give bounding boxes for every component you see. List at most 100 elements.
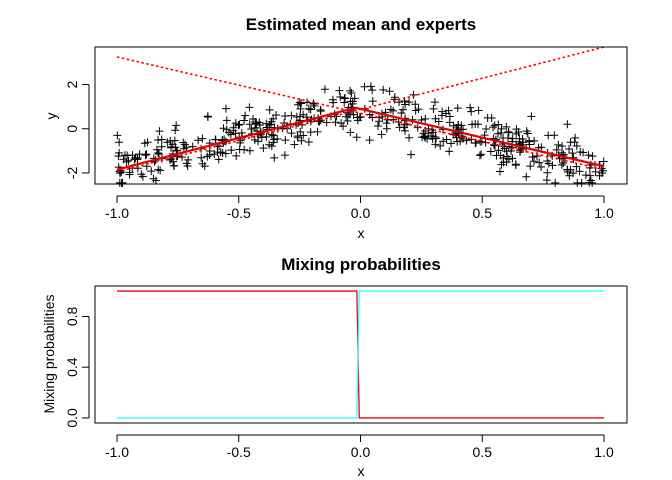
scatter-point: [411, 100, 420, 109]
scatter-point: [466, 103, 475, 112]
scatter-point: [154, 150, 163, 159]
scatter-point: [445, 118, 454, 127]
scatter-point: [290, 140, 299, 149]
scatter-point: [346, 128, 355, 137]
scatter-point: [490, 121, 499, 130]
scatter-point: [445, 147, 454, 156]
scatter-point: [559, 158, 568, 167]
plot-frame: [94, 46, 628, 185]
scatter-point: [482, 124, 491, 133]
scatter-point: [439, 137, 448, 146]
scatter-point: [528, 153, 537, 162]
scatter-point: [152, 145, 161, 154]
x-tick-label: 1.0: [594, 444, 614, 460]
scatter-point: [468, 120, 477, 129]
scatter-point: [508, 134, 517, 143]
scatter-point: [287, 129, 296, 138]
y-tick-label: 0: [64, 125, 80, 133]
scatter-point: [172, 121, 181, 130]
scatter-point: [179, 138, 188, 147]
x-tick-label: 0.0: [351, 205, 371, 221]
scatter-point: [586, 171, 595, 180]
scatter-point: [429, 104, 438, 113]
scatter-point: [133, 154, 142, 163]
scatter-point: [295, 98, 304, 107]
scatter-point: [346, 86, 355, 95]
scatter-point: [442, 135, 451, 144]
scatter-point: [240, 145, 249, 154]
scatter-point: [156, 166, 165, 175]
scatter-point: [313, 127, 322, 136]
scatter-point: [535, 158, 544, 167]
scatter-point: [265, 140, 274, 149]
scatter-point: [142, 150, 151, 159]
scatter-point: [245, 146, 254, 155]
scatter-point: [530, 136, 539, 145]
scatter-point: [570, 138, 579, 147]
x-axis: -1.0 -0.5 0.0 0.5 1.0: [105, 195, 614, 221]
scatter-point: [554, 140, 563, 149]
scatter-point: [280, 151, 289, 160]
x-tick-label: -0.5: [227, 444, 251, 460]
scatter-point: [449, 121, 458, 130]
scatter-point: [184, 155, 193, 164]
scatter-point: [467, 107, 476, 116]
scatter-point: [414, 105, 423, 114]
scatter-point: [530, 157, 539, 166]
scatter-point: [125, 168, 134, 177]
scatter-point: [197, 153, 206, 162]
scatter-point: [265, 105, 274, 114]
scatter-point: [200, 162, 209, 171]
scatter-point: [572, 141, 581, 150]
scatter-point: [399, 105, 408, 114]
scatter-point: [495, 167, 504, 176]
scatter-point: [552, 145, 561, 154]
x-tick-label: 1.0: [594, 205, 614, 221]
scatter-point: [503, 133, 512, 142]
scatter-point: [141, 151, 150, 160]
scatter-point: [256, 121, 265, 130]
scatter-point: [502, 122, 511, 131]
scatter-point: [180, 140, 189, 149]
scatter-point: [591, 167, 600, 176]
scatter-point: [210, 150, 219, 159]
scatter-point: [352, 133, 361, 142]
scatter-point: [219, 124, 228, 133]
scatter-point: [368, 86, 377, 95]
scatter-point: [166, 156, 175, 165]
scatter-point: [390, 95, 399, 104]
scatter-point: [213, 148, 222, 157]
scatter-point: [118, 178, 127, 187]
scatter-point: [571, 133, 580, 142]
scatter-point: [586, 176, 595, 185]
scatter-point: [522, 172, 531, 181]
scatter-point: [493, 129, 502, 138]
scatter-point: [329, 98, 338, 107]
chart-title: Estimated mean and experts: [246, 15, 477, 34]
scatter-point: [245, 103, 254, 112]
scatter-point: [519, 138, 528, 147]
scatter-point: [240, 116, 249, 125]
x-axis-label: x: [358, 225, 365, 241]
scatter-point: [434, 117, 443, 126]
scatter-point: [302, 98, 311, 107]
scatter-point: [235, 120, 244, 129]
scatter-point: [267, 130, 276, 139]
scatter-point: [497, 160, 506, 169]
scatter-point: [499, 154, 508, 163]
scatter-point: [430, 98, 439, 107]
x-tick-label: -1.0: [105, 444, 129, 460]
scatter-point: [287, 111, 296, 120]
y-tick-label: -2: [64, 167, 80, 180]
scatter-point: [296, 127, 305, 136]
scatter-point: [211, 135, 220, 144]
y-tick-label: 0.0: [64, 408, 80, 428]
scatter-point: [494, 146, 503, 155]
scatter-point: [551, 178, 560, 187]
scatter-point: [483, 113, 492, 122]
scatter-point: [131, 153, 140, 162]
scatter-point: [166, 136, 175, 145]
scatter-point: [579, 148, 588, 157]
y-axis: -2 0 2: [64, 80, 90, 180]
scatter-point: [231, 119, 240, 128]
